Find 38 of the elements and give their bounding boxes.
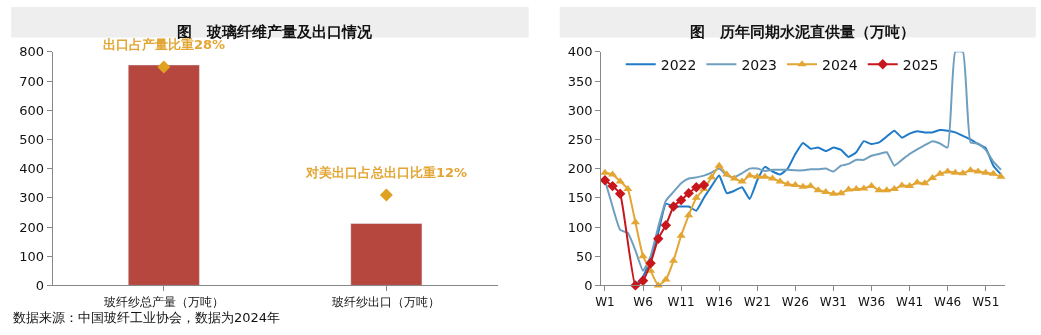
- legend-label: 2024: [822, 56, 858, 73]
- y-tick-label: 100: [567, 219, 593, 235]
- y-tick-label: 500: [19, 131, 44, 147]
- y-tick-label: 200: [567, 161, 593, 177]
- x-tick-label: W41: [896, 294, 924, 309]
- x-tick-label: 玻纤纱出口（万吨）: [332, 294, 441, 309]
- x-tick-label: W26: [781, 294, 809, 309]
- legend-label: 2023: [741, 56, 778, 73]
- x-tick-label: W46: [934, 294, 962, 309]
- y-tick-label: 300: [567, 102, 593, 118]
- y-tick-label: 250: [567, 131, 593, 147]
- y-tick-label: 700: [19, 73, 44, 89]
- x-tick-label: W51: [972, 294, 1000, 309]
- legend-label: 2022: [660, 56, 697, 73]
- x-tick-label: 玻纤纱总产量（万吨）: [103, 294, 224, 309]
- x-tick-label: W21: [743, 294, 771, 309]
- annotation: 对美出口占总出口比重12%: [305, 165, 468, 180]
- source-note: 数据来源：中国玻纤工业协会，数据为2024年: [13, 310, 281, 325]
- x-tick-label: W36: [857, 294, 886, 309]
- y-tick-label: 200: [19, 219, 44, 235]
- x-tick-label: W1: [595, 294, 615, 309]
- y-tick-label: 800: [19, 44, 44, 60]
- x-tick-label: W6: [633, 294, 653, 309]
- x-tick-label: W11: [667, 294, 695, 309]
- y-tick-label: 0: [584, 277, 593, 293]
- y-tick-label: 100: [19, 248, 44, 264]
- y-tick-label: 50: [575, 248, 593, 264]
- y-tick-label: 400: [567, 44, 593, 60]
- chart-title: 图 历年同期水泥直供量（万吨）: [690, 23, 915, 41]
- y-tick-label: 300: [19, 190, 44, 206]
- legend-label: 2025: [902, 56, 939, 73]
- y-tick-label: 150: [567, 190, 593, 206]
- y-tick-label: 600: [19, 102, 44, 118]
- x-tick-label: W31: [819, 294, 847, 309]
- x-tick-label: W16: [705, 294, 733, 309]
- y-tick-label: 0: [35, 277, 44, 293]
- y-tick-label: 350: [567, 73, 593, 89]
- y-tick-label: 400: [19, 161, 44, 177]
